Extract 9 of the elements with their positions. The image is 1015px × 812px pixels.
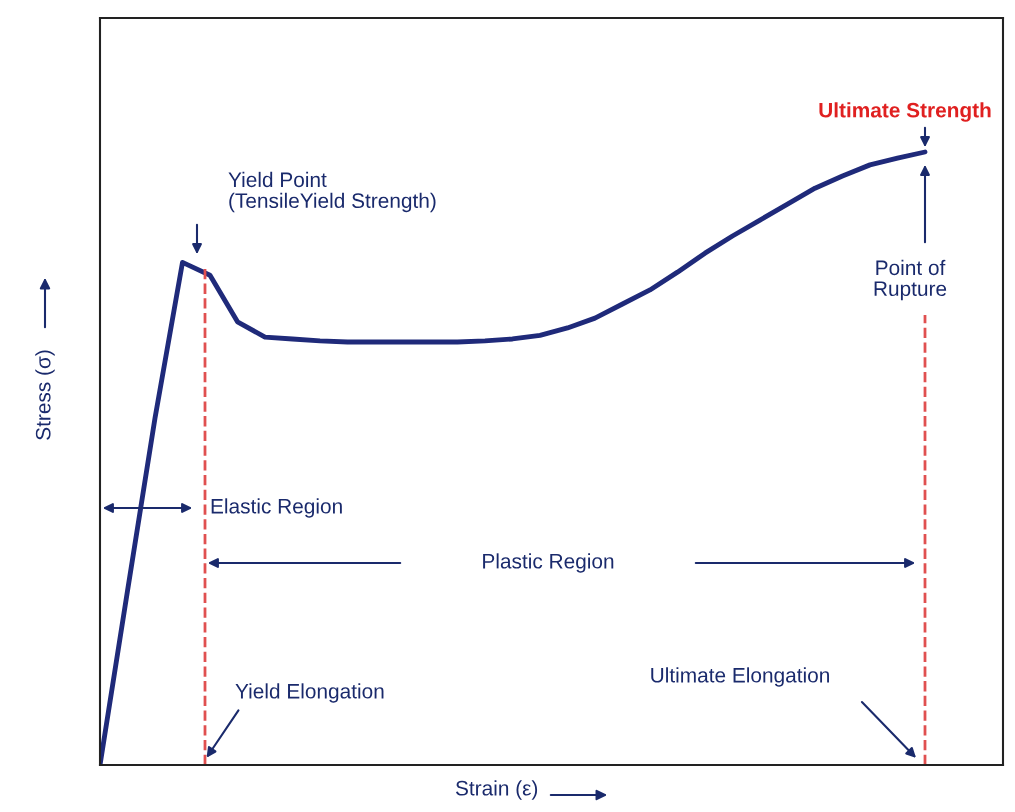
annotation: Yield Point (TensileYield Strength)	[228, 171, 436, 213]
annotation: Ultimate Elongation	[651, 667, 829, 687]
x-axis-title: Strain (ε)	[455, 780, 538, 800]
text: Ultimate Strength	[819, 102, 991, 122]
y-axis-title: Stress (σ)	[35, 350, 55, 440]
annotation: Point of Rupture	[874, 259, 947, 301]
annotation: Yield Elongation	[235, 683, 384, 703]
annotation: Plastic Region	[483, 553, 614, 573]
annotation: Elastic Region	[211, 498, 342, 518]
